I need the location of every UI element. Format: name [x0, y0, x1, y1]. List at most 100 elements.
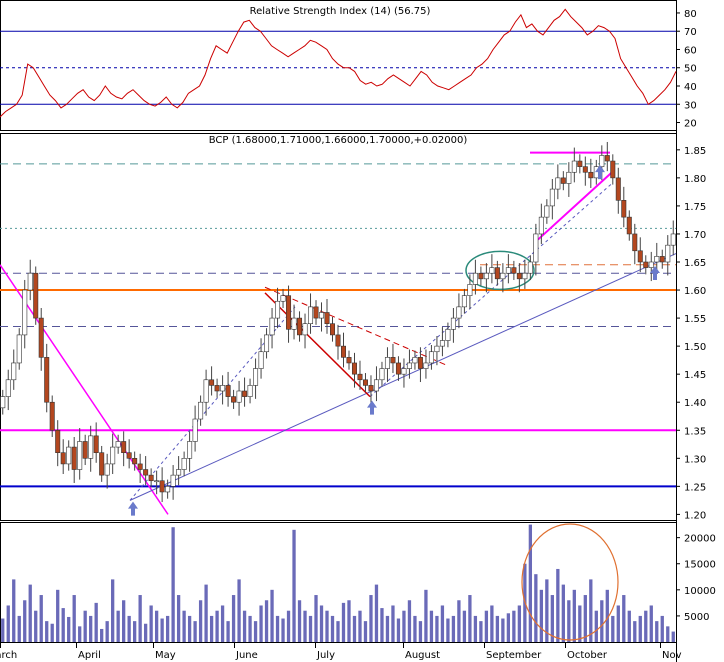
long-uptrend-line	[129, 253, 677, 501]
volume-bar	[600, 600, 604, 642]
candle-body	[560, 177, 566, 184]
candle-body	[115, 441, 121, 448]
candle-body	[99, 452, 105, 476]
volume-bar	[39, 595, 43, 642]
volume-bar	[1, 618, 5, 642]
candle-body	[159, 480, 165, 493]
candle-body	[654, 256, 660, 263]
rsi-tick-label: 20	[684, 119, 697, 130]
candle-body	[71, 446, 77, 470]
candle-body	[38, 317, 44, 358]
volume-ellipse	[521, 523, 619, 641]
rsi-tick-label: 70	[684, 27, 697, 38]
volume-bar	[281, 618, 285, 642]
volume-bar	[182, 610, 186, 642]
volume-bar	[133, 621, 137, 642]
candle-body	[434, 345, 440, 353]
panel-frame	[0, 0, 677, 131]
candle-body	[126, 452, 132, 459]
candle-body	[192, 418, 198, 442]
price-panel	[0, 141, 677, 516]
volume-bar	[435, 615, 439, 642]
volume-bar	[605, 589, 609, 642]
candle-body	[22, 289, 28, 336]
volume-bar	[616, 605, 620, 642]
candle-body	[610, 160, 616, 179]
channel-lower	[264, 292, 371, 398]
volume-bar	[50, 623, 54, 642]
volume-bar	[292, 529, 296, 642]
volume-bar	[402, 610, 406, 642]
candle-body	[93, 435, 99, 453]
volume-bar	[484, 610, 489, 642]
volume-bar	[270, 589, 274, 642]
month-label: August	[405, 650, 440, 661]
candle-body	[538, 216, 544, 235]
volume-bar	[154, 610, 159, 642]
price-tick-label: 1.45	[684, 370, 706, 381]
candle-body	[478, 272, 484, 280]
volume-bar	[479, 621, 483, 642]
candle-body	[516, 272, 522, 280]
volume-bar	[534, 574, 538, 642]
candle-body	[225, 385, 231, 397]
candle-body	[577, 160, 583, 167]
volume-bar	[45, 621, 49, 642]
volume-bar	[264, 600, 269, 642]
candle-body	[604, 155, 610, 162]
volume-panel	[1, 523, 675, 642]
candle-body	[104, 463, 110, 476]
volume-bar	[259, 605, 263, 642]
rsi-tick-label: 80	[684, 9, 697, 20]
volume-bar	[105, 621, 109, 642]
volume-bar	[72, 595, 76, 642]
volume-bar	[649, 605, 653, 642]
volume-bar	[627, 610, 631, 642]
volume-bar	[660, 615, 664, 642]
volume-bar	[231, 595, 236, 642]
price-tick-label: 1.20	[684, 510, 706, 521]
price-tick-label: 1.85	[684, 146, 706, 157]
volume-bar	[358, 610, 362, 642]
candle-body	[82, 441, 88, 459]
volume-bar	[517, 605, 522, 642]
volume-bar	[34, 610, 38, 642]
candle-body	[412, 357, 418, 364]
volume-bar	[143, 623, 148, 642]
volume-bar	[638, 615, 642, 642]
volume-bar	[407, 600, 412, 642]
candle-body	[373, 379, 379, 392]
price-tick-label: 1.40	[684, 398, 706, 409]
volume-bar	[83, 610, 87, 642]
volume-bar	[583, 595, 587, 642]
volume-bar	[61, 608, 65, 642]
candle-body	[489, 267, 495, 274]
volume-bar	[165, 615, 170, 642]
price-tick-label: 1.65	[684, 258, 706, 269]
volume-bar	[204, 584, 208, 642]
candle-body	[384, 357, 390, 369]
candle-body	[351, 362, 357, 375]
candle-body	[362, 379, 368, 386]
candle-body	[340, 345, 346, 358]
volume-bar	[198, 600, 203, 642]
volume-bar	[275, 615, 280, 642]
candle-body	[500, 272, 506, 280]
volume-bar	[336, 621, 340, 642]
volume-bar	[567, 600, 571, 642]
volume-bar	[561, 584, 565, 642]
volume-bar	[391, 605, 395, 642]
channel-upper	[264, 286, 449, 367]
price-tick-label: 1.25	[684, 482, 706, 493]
volume-bar	[512, 610, 516, 642]
volume-bar	[644, 610, 648, 642]
up-arrow-icon	[650, 266, 660, 281]
candle-body	[659, 256, 665, 263]
price-tick-label: 1.35	[684, 426, 706, 437]
volume-bar	[578, 605, 582, 642]
volume-bar	[297, 600, 302, 642]
volume-bar	[655, 621, 659, 642]
candle-body	[615, 177, 621, 201]
candle-body	[148, 474, 154, 482]
candle-body	[643, 261, 649, 268]
